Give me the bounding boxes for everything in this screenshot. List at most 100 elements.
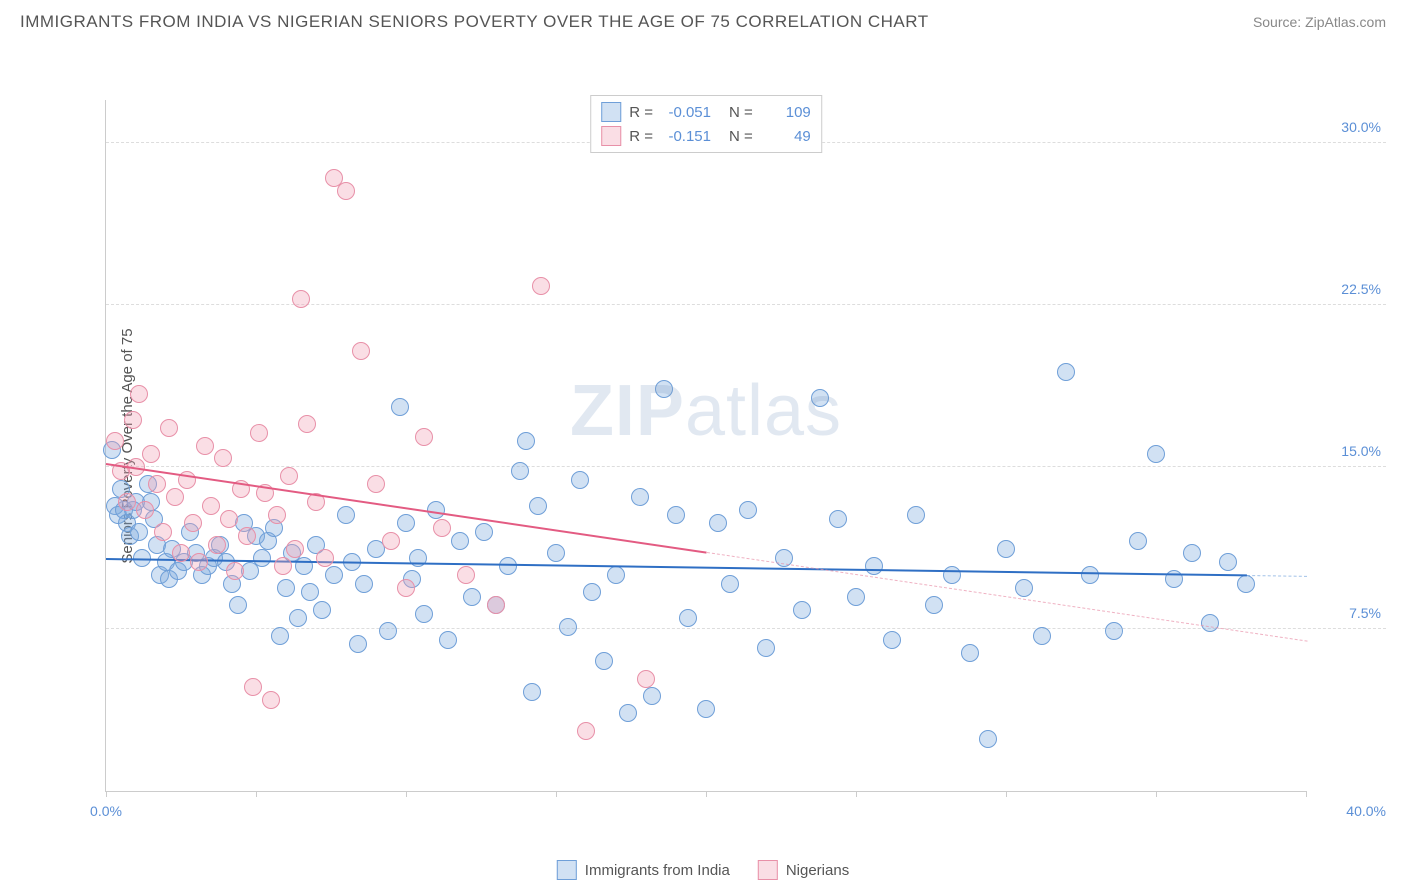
- scatter-point: [637, 670, 655, 688]
- scatter-point: [1237, 575, 1255, 593]
- scatter-point: [529, 497, 547, 515]
- stats-r-value: -0.051: [661, 104, 711, 121]
- scatter-point: [925, 596, 943, 614]
- x-tick: [1156, 791, 1157, 797]
- watermark: ZIPatlas: [570, 370, 842, 452]
- scatter-point: [208, 536, 226, 554]
- scatter-point: [583, 583, 601, 601]
- scatter-point: [301, 583, 319, 601]
- scatter-point: [571, 471, 589, 489]
- scatter-point: [619, 704, 637, 722]
- scatter-point: [1129, 532, 1147, 550]
- x-tick: [1306, 791, 1307, 797]
- source-name: ZipAtlas.com: [1305, 14, 1386, 30]
- scatter-point: [130, 523, 148, 541]
- scatter-point: [793, 601, 811, 619]
- scatter-point: [379, 622, 397, 640]
- legend-swatch: [601, 126, 621, 146]
- scatter-point: [511, 462, 529, 480]
- scatter-point: [262, 691, 280, 709]
- legend-item: Nigerians: [758, 860, 849, 880]
- stats-n-label: N =: [729, 104, 753, 121]
- scatter-point: [457, 566, 475, 584]
- scatter-point: [829, 510, 847, 528]
- scatter-point: [355, 575, 373, 593]
- scatter-point: [577, 722, 595, 740]
- scatter-point: [166, 488, 184, 506]
- scatter-point: [298, 415, 316, 433]
- scatter-point: [943, 566, 961, 584]
- watermark-rest: atlas: [685, 371, 842, 451]
- scatter-point: [631, 488, 649, 506]
- correlation-stats-box: R = -0.051N = 109R = -0.151N = 49: [590, 95, 822, 153]
- scatter-point: [451, 532, 469, 550]
- scatter-point: [136, 501, 154, 519]
- scatter-point: [280, 467, 298, 485]
- scatter-point: [415, 605, 433, 623]
- scatter-point: [382, 532, 400, 550]
- source-label: Source:: [1253, 14, 1305, 30]
- x-tick: [706, 791, 707, 797]
- legend-label: Nigerians: [786, 862, 849, 879]
- scatter-point: [721, 575, 739, 593]
- scatter-point: [415, 428, 433, 446]
- gridline: [106, 466, 1386, 467]
- scatter-point: [130, 385, 148, 403]
- scatter-point: [316, 549, 334, 567]
- scatter-point: [196, 437, 214, 455]
- scatter-point: [337, 182, 355, 200]
- scatter-point: [184, 514, 202, 532]
- x-tick: [106, 791, 107, 797]
- scatter-point: [229, 596, 247, 614]
- scatter-point: [391, 398, 409, 416]
- y-tick-label: 7.5%: [1349, 605, 1381, 621]
- scatter-point: [1081, 566, 1099, 584]
- scatter-point: [532, 277, 550, 295]
- scatter-point: [433, 519, 451, 537]
- scatter-point: [1201, 614, 1219, 632]
- stats-row: R = -0.051N = 109: [601, 100, 811, 124]
- scatter-point: [667, 506, 685, 524]
- scatter-point: [883, 631, 901, 649]
- scatter-point: [1057, 363, 1075, 381]
- plot-area: ZIPatlas R = -0.051N = 109R = -0.151N = …: [105, 100, 1306, 792]
- scatter-point: [961, 644, 979, 662]
- scatter-point: [847, 588, 865, 606]
- scatter-point: [1105, 622, 1123, 640]
- scatter-point: [154, 523, 172, 541]
- scatter-point: [286, 540, 304, 558]
- scatter-point: [397, 579, 415, 597]
- scatter-point: [292, 290, 310, 308]
- gridline: [106, 628, 1386, 629]
- x-tick: [256, 791, 257, 797]
- scatter-point: [499, 557, 517, 575]
- scatter-point: [709, 514, 727, 532]
- scatter-point: [607, 566, 625, 584]
- y-tick-label: 30.0%: [1341, 119, 1381, 135]
- scatter-point: [172, 544, 190, 562]
- scatter-point: [106, 432, 124, 450]
- scatter-point: [979, 730, 997, 748]
- scatter-point: [757, 639, 775, 657]
- scatter-point: [463, 588, 481, 606]
- scatter-point: [523, 683, 541, 701]
- scatter-point: [271, 627, 289, 645]
- trend-line-extrapolated: [1247, 575, 1307, 577]
- x-tick: [856, 791, 857, 797]
- scatter-point: [811, 389, 829, 407]
- scatter-point: [337, 506, 355, 524]
- scatter-point: [313, 601, 331, 619]
- scatter-point: [865, 557, 883, 575]
- scatter-point: [274, 557, 292, 575]
- scatter-point: [1015, 579, 1033, 597]
- stats-r-value: -0.151: [661, 128, 711, 145]
- scatter-point: [118, 493, 136, 511]
- scatter-point: [697, 700, 715, 718]
- x-tick: [406, 791, 407, 797]
- stats-row: R = -0.151N = 49: [601, 124, 811, 148]
- legend-swatch: [557, 860, 577, 880]
- scatter-point: [202, 497, 220, 515]
- scatter-point: [277, 579, 295, 597]
- scatter-point: [352, 342, 370, 360]
- scatter-point: [559, 618, 577, 636]
